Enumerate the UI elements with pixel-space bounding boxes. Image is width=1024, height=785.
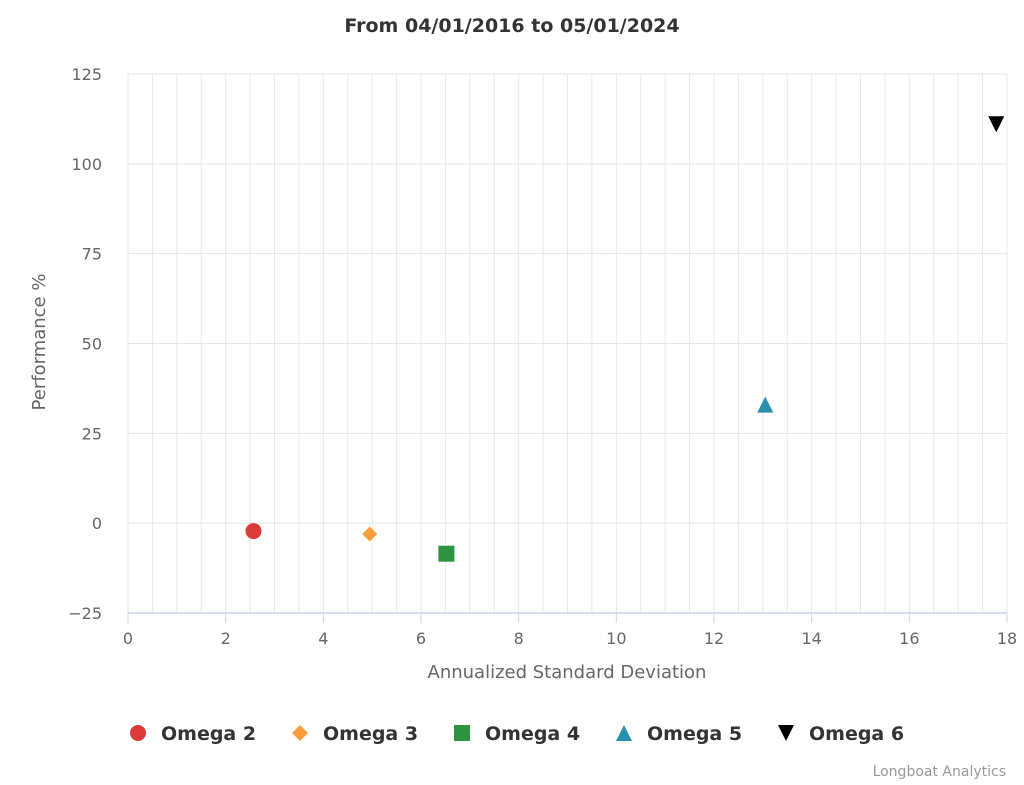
legend-item[interactable]: Omega 2 [130,723,256,745]
legend-marker-icon [130,725,146,741]
x-tick-label: 14 [801,629,821,648]
y-tick-label: 100 [71,155,102,174]
legend-marker-icon [454,725,470,741]
x-tick-label: 8 [514,629,524,648]
data-point [988,116,1005,133]
data-point [438,545,455,562]
data-point [245,523,262,540]
x-tick-label: 0 [123,629,133,648]
legend[interactable]: Omega 2 Omega 3 Omega 4 Omega 5 Omega 6 [130,723,904,745]
tick-labels: 0 2 4 6 8 10 12 14 16 18 −25 0 25 50 75 100 125 [68,65,1017,648]
y-tick-label: 0 [92,514,102,533]
x-tick-label: 18 [997,629,1017,648]
x-tick-label: 16 [899,629,919,648]
y-axis-title: Performance % [29,274,50,411]
legend-marker-icon [292,725,308,741]
y-tick-label: 25 [82,424,102,443]
x-tick-label: 4 [318,629,328,648]
data-point [362,526,378,542]
legend-marker-icon [616,725,632,741]
chart-title: From 04/01/2016 to 05/01/2024 [344,15,679,37]
credit-text: Longboat Analytics [873,764,1006,780]
legend-marker-icon [778,725,794,741]
data-points [245,116,1005,562]
legend-label[interactable]: Omega 5 [647,723,742,745]
x-tick-label: 2 [221,629,231,648]
x-tick-label: 6 [416,629,426,648]
x-axis-title: Annualized Standard Deviation [428,662,707,683]
x-tick-label: 10 [606,629,626,648]
y-tick-label: −25 [68,604,102,623]
legend-label[interactable]: Omega 4 [485,723,580,745]
legend-item[interactable]: Omega 4 [454,723,580,745]
legend-label[interactable]: Omega 3 [323,723,418,745]
legend-item[interactable]: Omega 3 [292,723,418,745]
y-tick-label: 125 [71,65,102,84]
legend-item[interactable]: Omega 6 [778,723,904,745]
legend-item[interactable]: Omega 5 [616,723,742,745]
legend-label[interactable]: Omega 2 [161,723,256,745]
data-point [757,396,774,413]
legend-label[interactable]: Omega 6 [809,723,904,745]
x-tick-label: 12 [704,629,724,648]
y-tick-label: 50 [82,335,102,354]
axes [127,612,1008,623]
y-tick-label: 75 [82,245,102,264]
